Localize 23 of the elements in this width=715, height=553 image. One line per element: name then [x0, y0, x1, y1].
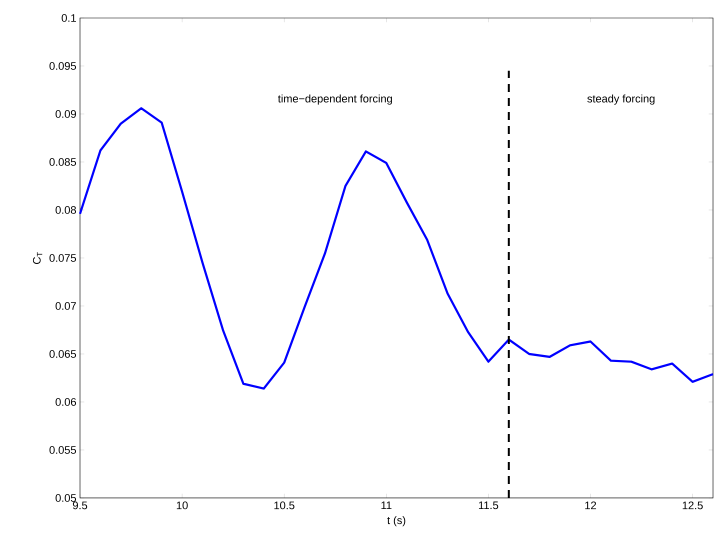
y-tick-label: 0.06	[56, 398, 76, 406]
y-tick-label: 0.07	[56, 302, 76, 310]
x-tick-label: 9.5	[72, 502, 88, 510]
x-tick-label: 12	[585, 502, 596, 510]
y-tick-label: 0.09	[56, 110, 76, 118]
y-tick-label: 0.095	[49, 62, 76, 70]
annotation: time−dependent forcing	[278, 94, 392, 105]
x-tick-label: 11	[381, 502, 392, 510]
x-tick-label: 12.5	[682, 502, 703, 510]
y-tick-label: 0.065	[49, 350, 76, 358]
line-series	[78, 107, 714, 390]
x-tick-label: 10.5	[274, 502, 294, 510]
annotation: steady forcing	[587, 94, 655, 105]
y-tick-label: 0.05	[56, 494, 76, 502]
y-tick-label: 0.1	[62, 14, 76, 22]
x-tick-label: 11.5	[478, 502, 498, 510]
x-tick-label: 10	[176, 502, 188, 510]
y-tick-label: 0.055	[49, 446, 76, 454]
y-tick-label: 0.075	[49, 254, 76, 262]
y-tick-label: 0.08	[56, 206, 76, 214]
y-tick-label: 0.085	[49, 158, 76, 166]
y-axis-title: C$_{T}$	[32, 252, 42, 264]
x-axis-title: t (s)	[387, 516, 406, 526]
